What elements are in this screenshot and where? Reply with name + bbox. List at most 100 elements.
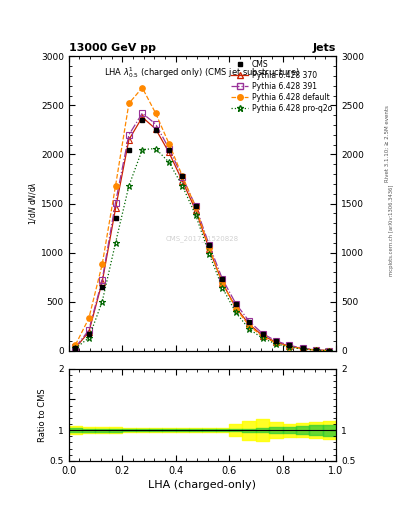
CMS xyxy=(247,319,252,325)
Pythia 6.428 pro-q2o xyxy=(220,285,225,291)
Pythia 6.428 default xyxy=(86,315,91,322)
Pythia 6.428 pro-q2o xyxy=(86,335,91,341)
Text: 13000 GeV pp: 13000 GeV pp xyxy=(69,42,156,53)
Pythia 6.428 default xyxy=(140,84,145,91)
Pythia 6.428 391 xyxy=(233,301,238,307)
CMS xyxy=(233,301,238,307)
Pythia 6.428 370 xyxy=(180,178,185,184)
Pythia 6.428 default xyxy=(127,100,131,106)
CMS xyxy=(180,173,185,179)
Pythia 6.428 391 xyxy=(100,277,105,283)
Text: Jets: Jets xyxy=(313,42,336,53)
Pythia 6.428 370 xyxy=(113,205,118,211)
CMS xyxy=(287,342,292,348)
Pythia 6.428 391 xyxy=(220,276,225,282)
CMS xyxy=(314,347,318,353)
Text: mcplots.cern.ch [arXiv:1306.3436]: mcplots.cern.ch [arXiv:1306.3436] xyxy=(389,185,393,276)
CMS xyxy=(327,348,332,354)
Pythia 6.428 391 xyxy=(193,203,198,209)
Pythia 6.428 391 xyxy=(247,318,252,325)
Pythia 6.428 pro-q2o xyxy=(300,346,305,352)
Pythia 6.428 370 xyxy=(127,137,131,143)
Pythia 6.428 default xyxy=(233,306,238,312)
Pythia 6.428 pro-q2o xyxy=(193,212,198,219)
Pythia 6.428 370 xyxy=(274,339,278,345)
Pythia 6.428 370 xyxy=(233,305,238,311)
CMS xyxy=(100,284,105,290)
Pythia 6.428 default xyxy=(73,342,78,348)
Pythia 6.428 391 xyxy=(287,342,292,348)
Pythia 6.428 391 xyxy=(207,242,211,248)
Pythia 6.428 default xyxy=(247,323,252,329)
Pythia 6.428 pro-q2o xyxy=(274,341,278,347)
Pythia 6.428 pro-q2o xyxy=(180,183,185,189)
Pythia 6.428 391 xyxy=(86,327,91,333)
Pythia 6.428 370 xyxy=(86,329,91,335)
Pythia 6.428 pro-q2o xyxy=(127,183,131,189)
CMS xyxy=(207,242,211,248)
Pythia 6.428 pro-q2o xyxy=(113,240,118,246)
Pythia 6.428 default xyxy=(113,183,118,189)
Legend: CMS, Pythia 6.428 370, Pythia 6.428 391, Pythia 6.428 default, Pythia 6.428 pro-: CMS, Pythia 6.428 370, Pythia 6.428 391,… xyxy=(230,58,334,114)
CMS xyxy=(73,345,78,351)
Pythia 6.428 391 xyxy=(274,338,278,344)
Pythia 6.428 default xyxy=(287,344,292,350)
CMS xyxy=(167,146,171,153)
Line: CMS: CMS xyxy=(73,118,332,353)
Pythia 6.428 pro-q2o xyxy=(73,345,78,351)
Pythia 6.428 370 xyxy=(100,279,105,285)
Pythia 6.428 370 xyxy=(167,150,171,156)
Pythia 6.428 370 xyxy=(247,321,252,327)
Pythia 6.428 pro-q2o xyxy=(167,159,171,165)
Y-axis label: $\mathrm{1} / \mathrm{d}N \; \mathrm{d}N / \mathrm{d}\lambda$: $\mathrm{1} / \mathrm{d}N \; \mathrm{d}N… xyxy=(27,182,38,225)
Pythia 6.428 370 xyxy=(300,346,305,352)
Pythia 6.428 370 xyxy=(327,348,332,354)
Pythia 6.428 370 xyxy=(260,332,265,338)
Pythia 6.428 pro-q2o xyxy=(247,326,252,332)
Pythia 6.428 default xyxy=(207,245,211,251)
Pythia 6.428 default xyxy=(314,347,318,353)
Pythia 6.428 370 xyxy=(207,246,211,252)
Pythia 6.428 pro-q2o xyxy=(100,298,105,305)
Pythia 6.428 default xyxy=(274,340,278,346)
Pythia 6.428 391 xyxy=(167,145,171,152)
Line: Pythia 6.428 370: Pythia 6.428 370 xyxy=(73,114,332,353)
CMS xyxy=(193,203,198,209)
Pythia 6.428 pro-q2o xyxy=(260,335,265,341)
Pythia 6.428 370 xyxy=(153,126,158,132)
X-axis label: LHA (charged-only): LHA (charged-only) xyxy=(149,480,256,490)
Line: Pythia 6.428 pro-q2o: Pythia 6.428 pro-q2o xyxy=(72,145,333,354)
CMS xyxy=(300,345,305,351)
CMS xyxy=(140,117,145,123)
Pythia 6.428 391 xyxy=(127,132,131,138)
Pythia 6.428 391 xyxy=(314,347,318,353)
Pythia 6.428 391 xyxy=(153,121,158,127)
Pythia 6.428 pro-q2o xyxy=(153,145,158,152)
Pythia 6.428 pro-q2o xyxy=(233,309,238,315)
Pythia 6.428 pro-q2o xyxy=(140,146,145,153)
Pythia 6.428 391 xyxy=(327,348,332,354)
Pythia 6.428 391 xyxy=(113,200,118,206)
Pythia 6.428 391 xyxy=(180,174,185,180)
Pythia 6.428 391 xyxy=(300,345,305,351)
CMS xyxy=(260,330,265,336)
Line: Pythia 6.428 391: Pythia 6.428 391 xyxy=(73,111,332,353)
Pythia 6.428 370 xyxy=(193,207,198,214)
Pythia 6.428 default xyxy=(220,280,225,286)
Pythia 6.428 default xyxy=(100,261,105,267)
Pythia 6.428 default xyxy=(300,346,305,352)
Text: LHA $\lambda^1_{0.5}$ (charged only) (CMS jet substructure): LHA $\lambda^1_{0.5}$ (charged only) (CM… xyxy=(105,65,300,80)
Pythia 6.428 370 xyxy=(73,345,78,351)
CMS xyxy=(153,127,158,133)
Pythia 6.428 pro-q2o xyxy=(314,347,318,353)
Pythia 6.428 391 xyxy=(73,344,78,350)
Pythia 6.428 default xyxy=(193,204,198,210)
Pythia 6.428 pro-q2o xyxy=(287,344,292,350)
Line: Pythia 6.428 default: Pythia 6.428 default xyxy=(73,85,332,353)
Pythia 6.428 370 xyxy=(220,280,225,286)
CMS xyxy=(86,331,91,337)
Pythia 6.428 370 xyxy=(140,114,145,120)
CMS xyxy=(113,215,118,221)
Pythia 6.428 pro-q2o xyxy=(327,348,332,354)
Pythia 6.428 default xyxy=(167,141,171,147)
